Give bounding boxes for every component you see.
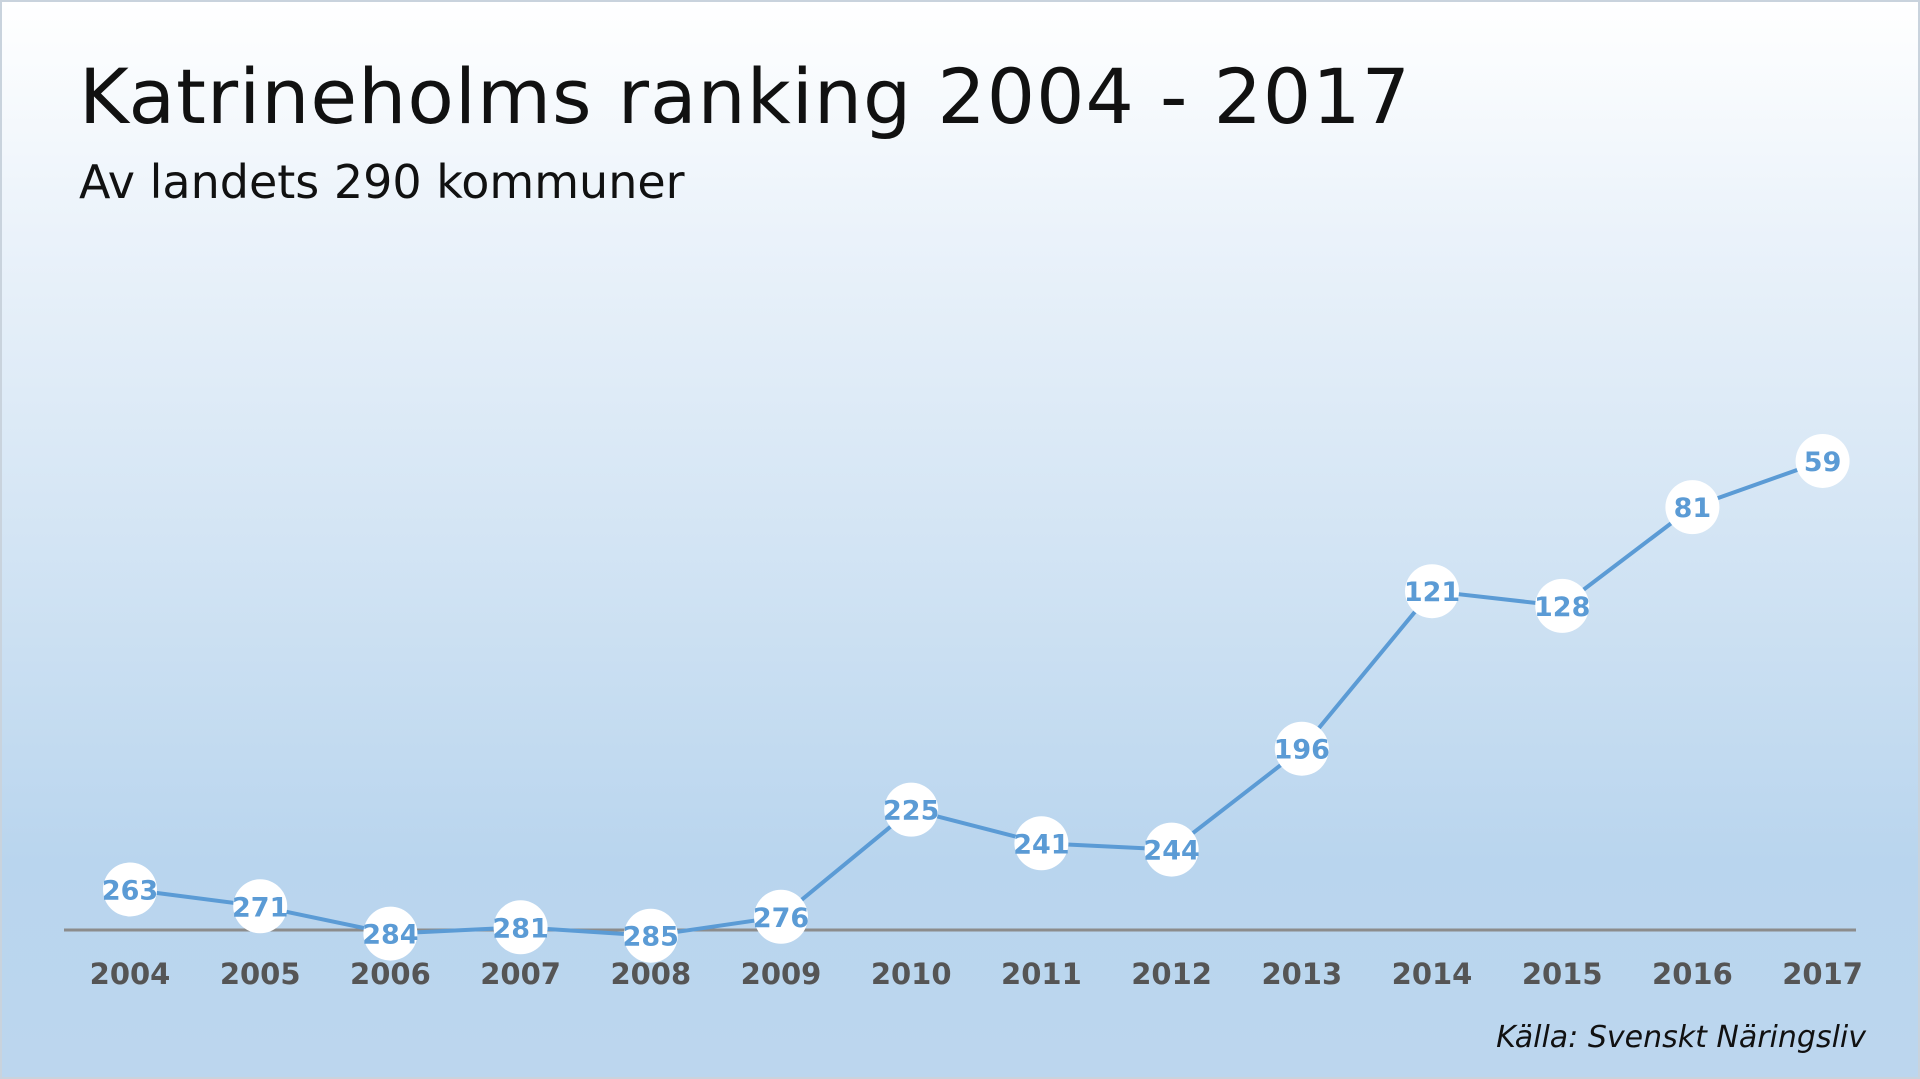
x-tick-2012: 2012	[1131, 957, 1212, 991]
x-tick-2004: 2004	[90, 957, 171, 991]
data-point-2010	[884, 782, 939, 837]
series-line	[129, 459, 1824, 938]
x-tick-2017: 2017	[1782, 957, 1863, 991]
data-label-2012: 244	[1143, 836, 1199, 867]
x-tick-2011: 2011	[1001, 957, 1082, 991]
data-label-2004: 263	[102, 875, 158, 906]
data-point-2017	[1795, 433, 1850, 488]
data-label-2015: 128	[1534, 592, 1590, 623]
data-point-2016	[1665, 480, 1720, 535]
x-tick-layer: 2004 2005 2006 2007 2008 2009 2010 2011 2012 2013…	[90, 957, 1863, 991]
x-tick-2010: 2010	[871, 957, 952, 991]
data-label-2014: 121	[1404, 577, 1460, 608]
data-label-2011: 241	[1013, 829, 1069, 860]
x-tick-2009: 2009	[741, 957, 822, 991]
data-point-2013	[1274, 721, 1329, 776]
data-label-2007: 281	[492, 913, 548, 944]
data-label-layer: 263 271 284 281 285 276 225 241 244 196 121 128 81 59	[102, 447, 1842, 953]
x-tick-2014: 2014	[1392, 957, 1473, 991]
data-label-2013: 196	[1274, 735, 1330, 766]
source-note: Källa: Svenskt Näringsliv	[1496, 1020, 1866, 1055]
data-label-2017: 59	[1804, 447, 1842, 478]
data-marker-layer	[103, 433, 1850, 963]
data-point-2009	[754, 889, 808, 944]
data-point-2007	[493, 900, 548, 955]
series-line-layer	[129, 459, 1824, 938]
data-point-2008	[623, 908, 678, 963]
data-point-2012	[1144, 822, 1199, 877]
chart-subtitle: Av landets 290 kommuner	[79, 155, 685, 209]
data-label-2008: 285	[623, 922, 679, 953]
data-label-2010: 225	[883, 796, 939, 827]
x-tick-2006: 2006	[350, 957, 431, 991]
chart-title: Katrineholms ranking 2004 - 2017	[79, 52, 1411, 141]
data-label-2006: 284	[362, 920, 418, 951]
data-point-2011	[1014, 816, 1069, 871]
x-tick-2013: 2013	[1261, 957, 1342, 991]
x-tick-2007: 2007	[480, 957, 561, 991]
data-label-2009: 276	[753, 903, 809, 934]
x-tick-2016: 2016	[1652, 957, 1733, 991]
data-label-2016: 81	[1674, 493, 1712, 524]
data-label-2005: 271	[232, 892, 288, 923]
data-point-2015	[1535, 578, 1590, 633]
data-point-2004	[103, 862, 157, 917]
data-point-2005	[233, 879, 288, 934]
data-point-2006	[363, 906, 418, 961]
data-point-2014	[1405, 564, 1459, 619]
x-tick-2008: 2008	[610, 957, 691, 991]
x-tick-2015: 2015	[1522, 957, 1603, 991]
x-tick-2005: 2005	[220, 957, 301, 991]
